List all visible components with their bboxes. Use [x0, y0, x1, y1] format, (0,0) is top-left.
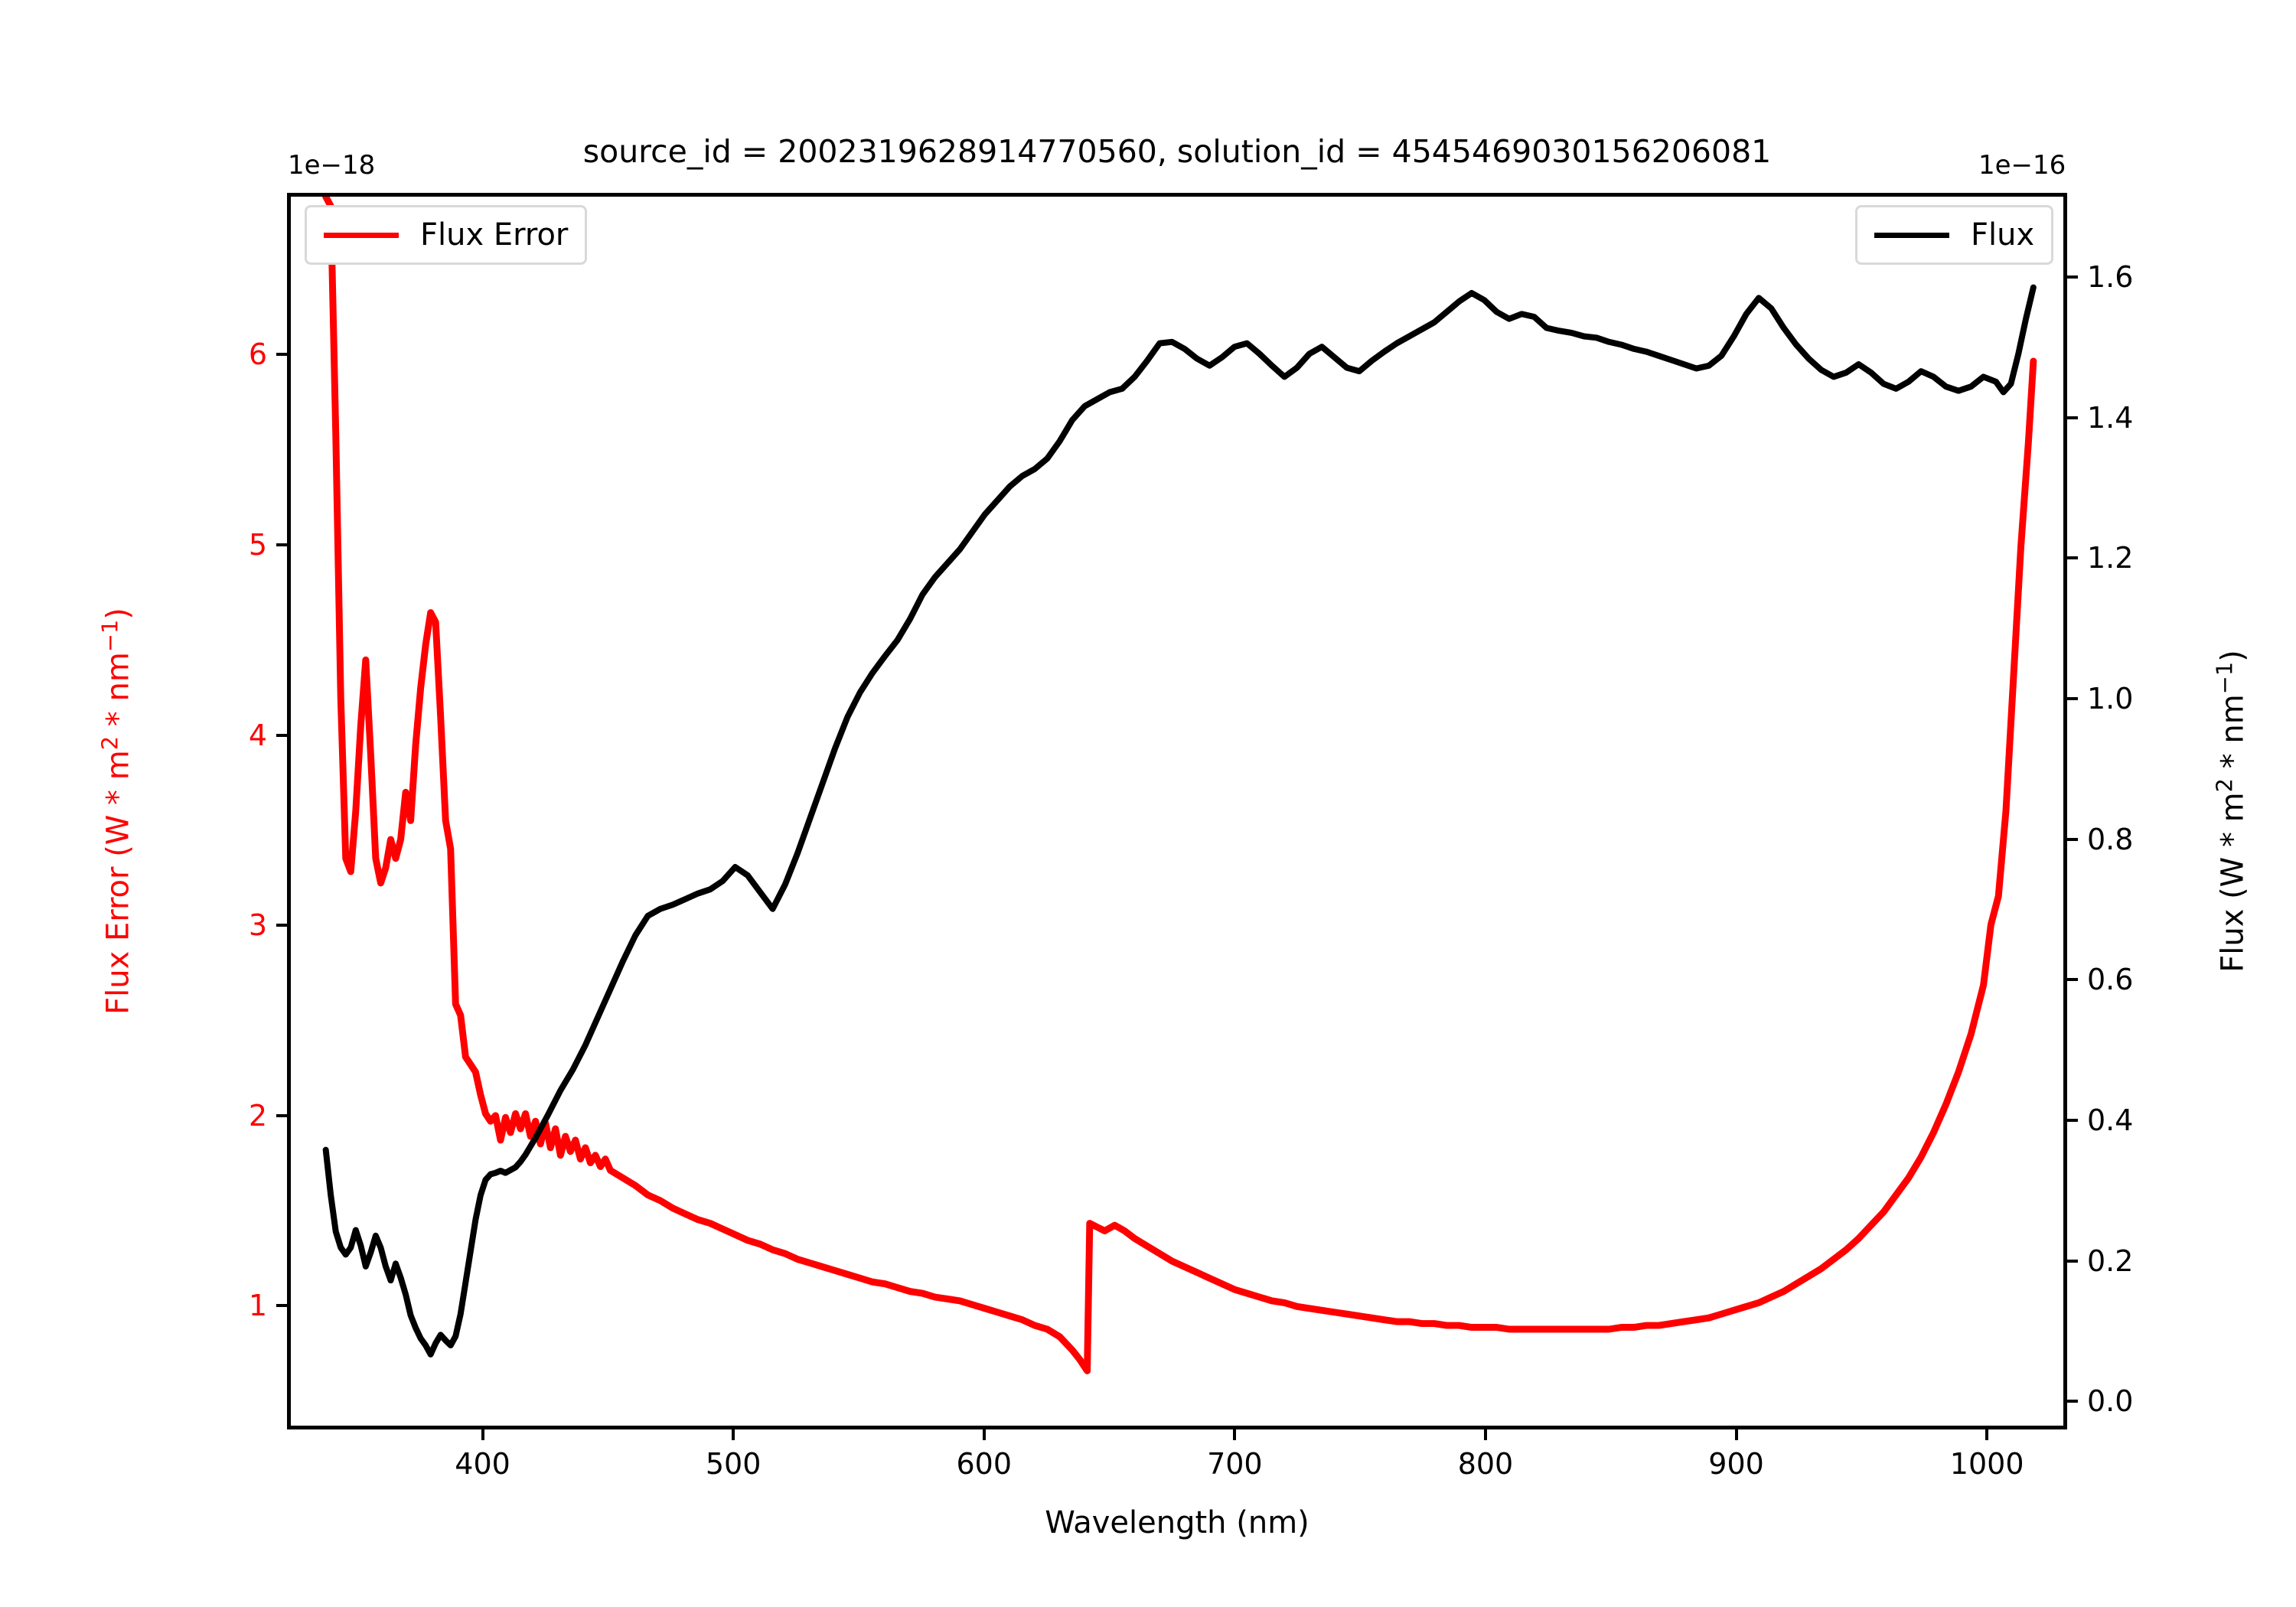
legend-swatch-flux-error — [324, 232, 399, 238]
x-tickmark — [1233, 1429, 1237, 1440]
right-axis-offset-label: 1e−16 — [1978, 150, 2066, 181]
right-y-tickmark — [2067, 837, 2078, 841]
left-y-tick-label: 2 — [248, 1098, 267, 1133]
right-y-tick-label: 1.6 — [2087, 260, 2134, 295]
right-y-tickmark — [2067, 1119, 2078, 1122]
legend-label-flux: Flux — [1971, 217, 2035, 253]
line-flux-error — [322, 197, 2037, 1374]
x-tickmark — [1483, 1429, 1487, 1440]
right-y-tick-label: 0.0 — [2087, 1384, 2134, 1419]
line-flux — [322, 284, 2037, 1358]
x-tickmark — [1985, 1429, 1989, 1440]
left-y-tickmark — [276, 543, 287, 546]
right-y-tick-label: 1.2 — [2087, 541, 2134, 575]
left-y-tickmark — [276, 1113, 287, 1117]
chart-title: source_id = 2002319628914770560, solutio… — [582, 133, 1772, 170]
right-y-tick-label: 0.8 — [2087, 822, 2134, 856]
plot-lines — [322, 197, 2037, 1374]
left-y-tickmark — [276, 1304, 287, 1308]
left-y-tick-label: 5 — [248, 527, 267, 562]
legend-swatch-flux — [1874, 232, 1949, 238]
legend-label-flux-error: Flux Error — [420, 217, 569, 253]
left-y-tickmark — [276, 353, 287, 357]
x-tick-label: 700 — [1207, 1447, 1263, 1481]
right-y-tick-label: 0.2 — [2087, 1244, 2134, 1278]
right-y-tickmark — [2067, 697, 2078, 701]
x-tickmark — [732, 1429, 735, 1440]
left-axis-offset-label: 1e−18 — [288, 150, 376, 181]
left-y-tick-label: 4 — [248, 718, 267, 752]
right-y-tickmark — [2067, 1259, 2078, 1263]
right-y-tick-label: 0.6 — [2087, 963, 2134, 997]
right-y-tickmark — [2067, 275, 2078, 279]
x-tickmark — [1734, 1429, 1738, 1440]
x-tick-label: 900 — [1708, 1447, 1764, 1481]
right-y-tick-label: 0.4 — [2087, 1103, 2134, 1137]
x-tick-label: 1000 — [1949, 1447, 2024, 1481]
left-y-tickmark — [276, 924, 287, 927]
right-y-tickmark — [2067, 1400, 2078, 1403]
right-y-tick-label: 1.0 — [2087, 682, 2134, 716]
legend-flux[interactable]: Flux — [1855, 205, 2054, 265]
left-y-axis-label: Flux Error (W * m2 * nm−1) — [96, 608, 136, 1015]
plot-area — [287, 193, 2067, 1429]
legend-flux-error[interactable]: Flux Error — [305, 205, 588, 265]
x-tick-label: 400 — [455, 1447, 510, 1481]
right-y-tick-label: 1.4 — [2087, 400, 2134, 435]
right-y-tickmark — [2067, 978, 2078, 982]
x-tickmark — [982, 1429, 986, 1440]
right-y-axis-label: Flux (W * m2 * nm−1) — [2211, 650, 2251, 973]
right-y-tickmark — [2067, 416, 2078, 419]
left-y-tick-label: 3 — [248, 908, 267, 943]
left-y-tickmark — [276, 733, 287, 737]
x-tickmark — [481, 1429, 484, 1440]
x-axis-label: Wavelength (nm) — [1045, 1505, 1309, 1540]
x-tick-label: 800 — [1457, 1447, 1514, 1481]
left-y-tick-label: 1 — [248, 1289, 267, 1323]
right-y-tickmark — [2067, 556, 2078, 560]
left-y-tick-label: 6 — [248, 337, 267, 372]
x-tick-label: 500 — [705, 1447, 762, 1481]
x-tick-label: 600 — [956, 1447, 1012, 1481]
